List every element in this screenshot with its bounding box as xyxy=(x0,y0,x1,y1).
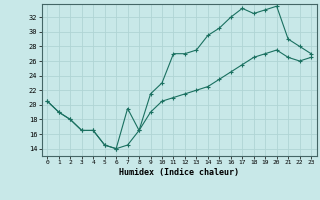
X-axis label: Humidex (Indice chaleur): Humidex (Indice chaleur) xyxy=(119,168,239,177)
